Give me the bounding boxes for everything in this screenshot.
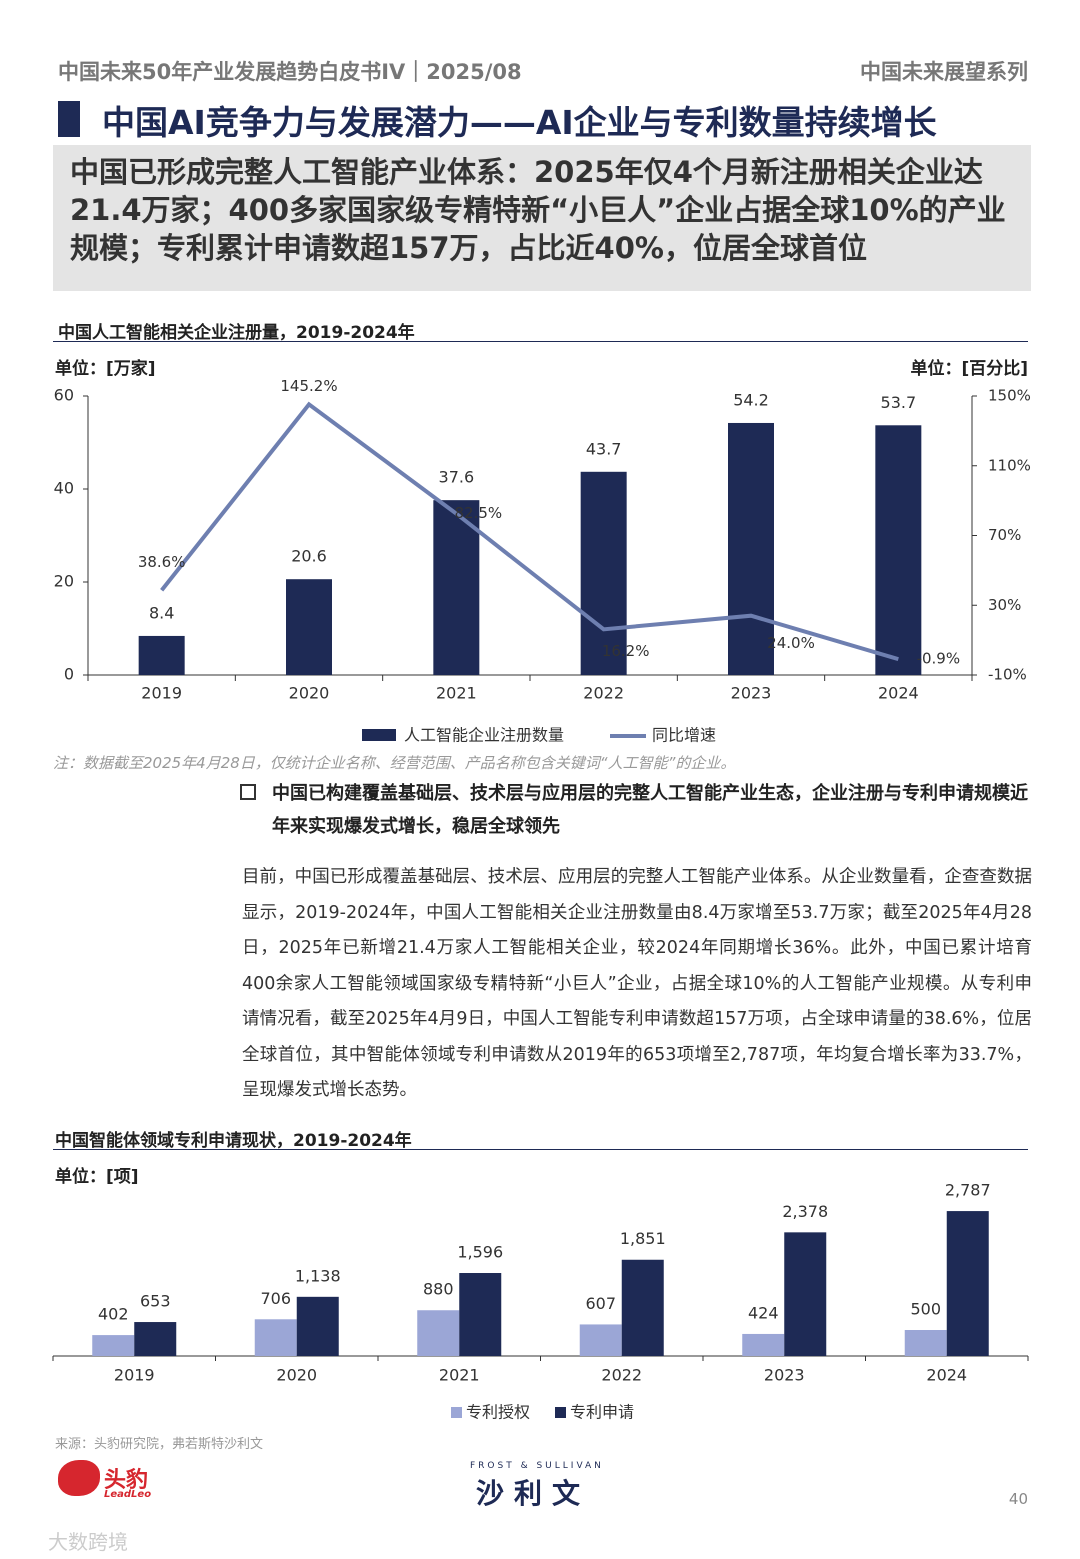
- bar-value-label: 54.2: [733, 390, 769, 409]
- bar: [92, 1335, 135, 1356]
- legend-swatch: [362, 729, 396, 741]
- bar-value-label: 8.4: [149, 603, 174, 622]
- bar-value-label: 2,378: [782, 1202, 828, 1221]
- bar: [296, 1296, 339, 1356]
- bar: [138, 635, 185, 675]
- bar-value-label: 653: [140, 1292, 171, 1311]
- bar: [134, 1322, 177, 1356]
- chart-title: 中国智能体领域专利申请现状，2019-2024年: [55, 1131, 412, 1151]
- bar: [784, 1232, 827, 1356]
- logo-left: 头豹: [104, 1468, 149, 1493]
- logo-right-en: FROST & SULLIVAN: [470, 1461, 604, 1471]
- logo-right: 沙利文: [476, 1477, 591, 1510]
- summary: 中国已形成完整人工智能产业体系：2025年仅4个月新注册相关企业达21.4万家；…: [53, 145, 1031, 291]
- logo-left-en: LeadLeo: [104, 1489, 152, 1500]
- bar: [459, 1273, 502, 1356]
- bar: [946, 1211, 989, 1356]
- x-tick-label: 2020: [276, 1366, 317, 1385]
- line-value-label: 82.5%: [455, 504, 503, 522]
- bar: [621, 1259, 664, 1356]
- legend-swatch: [451, 1407, 462, 1418]
- bar-value-label: 1,851: [620, 1229, 666, 1248]
- y-tick-label: 0: [64, 665, 74, 684]
- bar: [728, 422, 774, 675]
- bar-value-label: 424: [748, 1303, 779, 1322]
- chart-title: 中国人工智能相关企业注册量，2019-2024年: [58, 323, 415, 343]
- y-tick-label: 60: [54, 386, 74, 405]
- legend-label: 专利授权: [466, 1403, 530, 1422]
- paragraph: 目前，中国已形成覆盖基础层、技术层、应用层的完整人工智能产业体系。从企业数量看，…: [242, 867, 1032, 1100]
- line-value-label: -0.9%: [917, 650, 961, 668]
- x-tick-label: 2022: [583, 684, 624, 703]
- x-tick-label: 2021: [436, 684, 477, 703]
- y2-tick-label: 30%: [988, 596, 1021, 614]
- line-value-label: 16.2%: [602, 642, 650, 660]
- x-tick-label: 2024: [926, 1366, 967, 1385]
- y2-tick-label: 110%: [988, 456, 1031, 474]
- x-tick-label: 2022: [601, 1366, 642, 1385]
- x-tick-label: 2023: [731, 684, 772, 703]
- x-tick-label: 2024: [878, 684, 919, 703]
- bar-value-label: 1,138: [295, 1266, 341, 1285]
- line-value-label: 145.2%: [280, 377, 337, 395]
- bar: [254, 1319, 297, 1356]
- y-label: 单位：[项]: [55, 1167, 139, 1187]
- line-value-label: 24.0%: [767, 634, 815, 652]
- y-tick-label: 20: [54, 572, 74, 591]
- bar-value-label: 43.7: [586, 439, 622, 458]
- header-left: 中国未来50年产业发展趋势白皮书IV｜2025/08: [58, 60, 522, 84]
- bar-value-label: 500: [910, 1300, 941, 1319]
- note: 注：数据截至2025年4月28日，仅统计企业名称、经营范围、产品名称包含关键词“…: [53, 754, 736, 772]
- bar: [742, 1333, 785, 1356]
- bar: [579, 1324, 622, 1356]
- x-tick-label: 2019: [114, 1366, 155, 1385]
- legend-label: 人工智能企业注册数量: [404, 726, 564, 745]
- line: [160, 401, 899, 662]
- bar-value-label: 37.6: [439, 468, 475, 487]
- y2-label: 单位：[百分比]: [910, 359, 1028, 379]
- x-tick-label: 2021: [439, 1366, 480, 1385]
- y-tick-label: 40: [54, 479, 74, 498]
- bar: [286, 579, 332, 675]
- legend-label: 同比增速: [652, 726, 716, 745]
- bar: [417, 1310, 460, 1356]
- x-tick-label: 2020: [289, 684, 330, 703]
- bar-value-label: 402: [98, 1305, 129, 1324]
- bar-value-label: 1,596: [457, 1243, 503, 1262]
- logo-icon: [58, 1460, 100, 1496]
- bullet: 中国已构建覆盖基础层、技术层与应用层的完整人工智能产业生态，企业注册与专利申请规…: [272, 783, 1028, 837]
- title-marker: [58, 101, 80, 137]
- watermark: 大数跨境: [48, 1530, 128, 1554]
- line-value-label: 38.6%: [138, 553, 186, 571]
- header-right: 中国未来展望系列: [860, 60, 1028, 84]
- bar: [904, 1330, 947, 1356]
- x-tick-label: 2023: [764, 1366, 805, 1385]
- legend-label: 专利申请: [570, 1403, 634, 1422]
- y2-tick-label: -10%: [988, 666, 1027, 684]
- y-label: 单位：[万家]: [55, 359, 156, 379]
- bar: [580, 471, 627, 675]
- bar-value-label: 880: [423, 1280, 454, 1299]
- bar-value-label: 607: [585, 1294, 616, 1313]
- rule: [53, 341, 1028, 342]
- source: 来源：头豹研究院，弗若斯特沙利文: [55, 1437, 264, 1452]
- bar-value-label: 2,787: [945, 1181, 991, 1200]
- y2-tick-label: 150%: [988, 387, 1031, 405]
- y2-tick-label: 70%: [988, 526, 1021, 544]
- bar-value-label: 20.6: [291, 547, 327, 566]
- x-tick-label: 2019: [141, 684, 182, 703]
- bar-value-label: 53.7: [881, 393, 917, 412]
- bar: [433, 500, 480, 675]
- bullet-icon: [240, 784, 256, 800]
- legend-swatch: [555, 1407, 566, 1418]
- page-number: 40: [1008, 1490, 1028, 1508]
- rule: [53, 1149, 1028, 1150]
- bar-value-label: 706: [260, 1289, 291, 1308]
- bar: [875, 425, 922, 675]
- page-title: 中国AI竞争力与发展潜力——AI企业与专利数量持续增长: [102, 103, 937, 142]
